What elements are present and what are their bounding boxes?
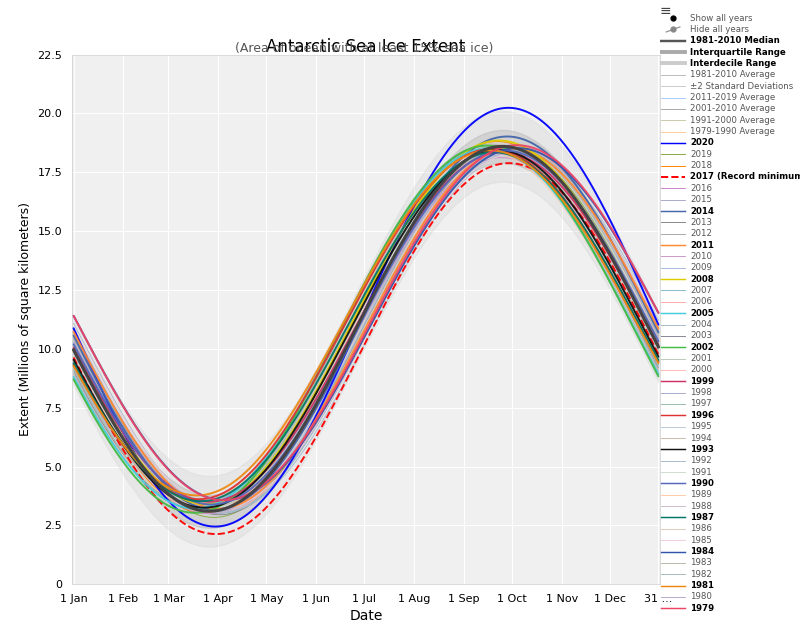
- Text: 2013: 2013: [690, 218, 712, 227]
- Text: 1984: 1984: [690, 547, 714, 556]
- Text: 1985: 1985: [690, 535, 712, 544]
- Text: Interdecile Range: Interdecile Range: [690, 59, 777, 68]
- Text: 2005: 2005: [690, 309, 714, 318]
- Text: 1982: 1982: [690, 569, 712, 578]
- Text: 2020: 2020: [690, 139, 714, 148]
- Text: 1983: 1983: [690, 559, 712, 568]
- Y-axis label: Extent (Millions of square kilometers): Extent (Millions of square kilometers): [19, 202, 32, 437]
- Text: 1990: 1990: [690, 479, 714, 488]
- Text: 1998: 1998: [690, 388, 712, 397]
- Text: 1991: 1991: [690, 467, 712, 476]
- Title: Antarctic Sea Ice Extent: Antarctic Sea Ice Extent: [266, 38, 466, 56]
- Text: 2002: 2002: [690, 343, 714, 352]
- Text: 2014: 2014: [690, 207, 714, 216]
- Text: 2009: 2009: [690, 263, 712, 272]
- Text: 2019: 2019: [690, 150, 712, 159]
- Text: 1986: 1986: [690, 525, 712, 534]
- Text: ≡: ≡: [660, 4, 672, 19]
- Text: 2011-2019 Average: 2011-2019 Average: [690, 93, 775, 102]
- Text: ±2 Standard Deviations: ±2 Standard Deviations: [690, 82, 794, 91]
- Text: 2018: 2018: [690, 161, 712, 170]
- Text: 2017 (Record minimum): 2017 (Record minimum): [690, 173, 800, 182]
- Text: Hide all years: Hide all years: [690, 25, 750, 34]
- Text: 1994: 1994: [690, 433, 712, 442]
- Text: 2016: 2016: [690, 184, 712, 193]
- Text: 1988: 1988: [690, 501, 712, 510]
- Text: 2004: 2004: [690, 320, 712, 329]
- Text: 2006: 2006: [690, 297, 712, 306]
- Text: 2007: 2007: [690, 286, 712, 295]
- Text: 2011: 2011: [690, 241, 714, 250]
- Text: 2010: 2010: [690, 252, 712, 261]
- Text: 1979: 1979: [690, 603, 714, 612]
- Text: 1992: 1992: [690, 456, 712, 465]
- Text: 1991-2000 Average: 1991-2000 Average: [690, 116, 775, 125]
- Text: (Area of ocean with at least 15% sea ice): (Area of ocean with at least 15% sea ice…: [235, 42, 493, 55]
- Text: 1993: 1993: [690, 445, 714, 454]
- Text: 2008: 2008: [690, 275, 714, 284]
- Text: 2015: 2015: [690, 195, 712, 204]
- Text: 1987: 1987: [690, 513, 714, 522]
- Text: 1981: 1981: [690, 581, 714, 590]
- Text: 1996: 1996: [690, 411, 714, 420]
- Text: 1981-2010 Median: 1981-2010 Median: [690, 37, 780, 46]
- Text: 2003: 2003: [690, 331, 712, 340]
- Text: Interquartile Range: Interquartile Range: [690, 48, 786, 56]
- Text: 2000: 2000: [690, 365, 712, 374]
- Text: 1997: 1997: [690, 399, 712, 408]
- Text: 1981-2010 Average: 1981-2010 Average: [690, 71, 775, 80]
- Text: 1999: 1999: [690, 377, 714, 386]
- Text: 1989: 1989: [690, 490, 712, 499]
- Text: 1995: 1995: [690, 422, 712, 431]
- Text: 2001: 2001: [690, 354, 712, 363]
- Text: 2012: 2012: [690, 229, 712, 238]
- Text: Show all years: Show all years: [690, 13, 753, 22]
- Text: 1980: 1980: [690, 593, 712, 602]
- X-axis label: Date: Date: [350, 609, 382, 623]
- Text: 1979-1990 Average: 1979-1990 Average: [690, 127, 775, 136]
- Text: 2001-2010 Average: 2001-2010 Average: [690, 105, 776, 114]
